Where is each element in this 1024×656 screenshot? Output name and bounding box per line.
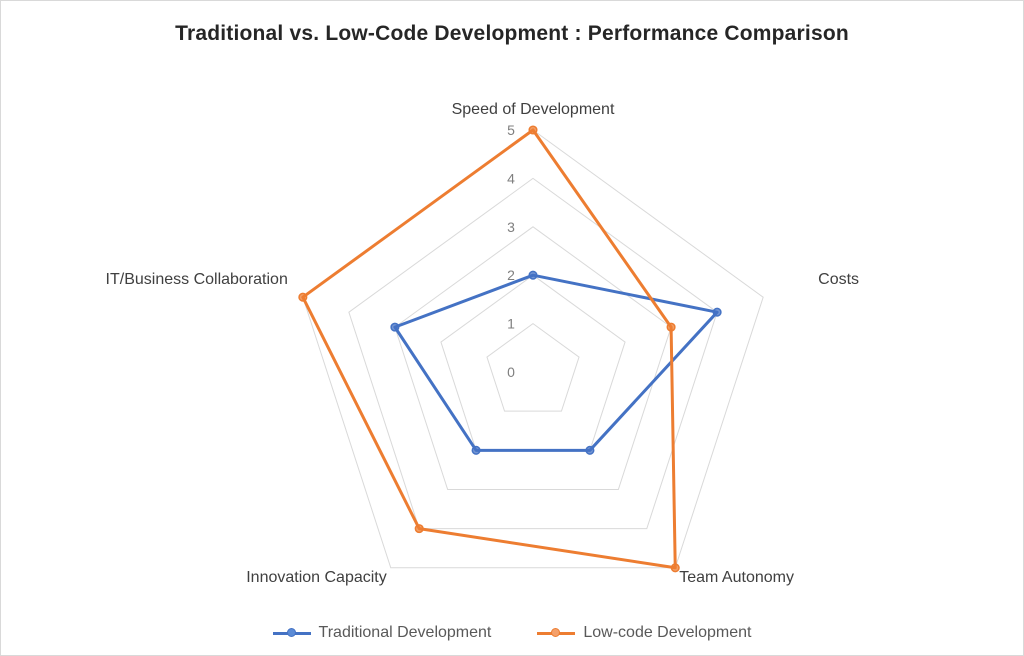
- chart-title: Traditional vs. Low-Code Development : P…: [175, 22, 849, 45]
- axis-label-speed-of-development: Speed of Development: [452, 101, 615, 118]
- radar-grid: [302, 129, 764, 569]
- grid-ring-4: [348, 177, 718, 530]
- chart-legend: Traditional Development Low-code Develop…: [0, 622, 1024, 644]
- radar-series: [298, 125, 722, 573]
- point-traditional-development-it-business-collaboration[interactable]: [390, 322, 400, 332]
- point-traditional-development-costs[interactable]: [712, 307, 722, 317]
- legend-swatch-low-code: [537, 626, 576, 640]
- grid-ring-5: [302, 129, 764, 569]
- legend-item-low-code[interactable]: Low-code Development: [537, 624, 751, 642]
- series-low-code-development: [298, 125, 680, 573]
- point-traditional-development-innovation-capacity[interactable]: [471, 445, 481, 455]
- legend-swatch-traditional: [272, 626, 311, 640]
- point-low-code-development-costs[interactable]: [666, 322, 676, 332]
- axis-label-it-business-collaboration: IT/Business Collaboration: [106, 271, 288, 288]
- radar-tick-labels: 0 1 2 3 4 5: [507, 122, 515, 380]
- tick-label-3: 3: [507, 219, 515, 235]
- legend-label-traditional: Traditional Development: [318, 624, 492, 641]
- point-low-code-development-speed-of-development[interactable]: [528, 125, 538, 135]
- axis-label-costs: Costs: [818, 271, 859, 288]
- tick-label-2: 2: [507, 267, 515, 283]
- legend-label-low-code: Low-code Development: [583, 624, 752, 641]
- tick-label-4: 4: [507, 170, 515, 186]
- tick-label-0: 0: [507, 364, 515, 380]
- legend-item-traditional[interactable]: Traditional Development: [272, 624, 492, 642]
- radar-axis-labels: Speed of Development Costs Team Autonomy In…: [106, 101, 860, 586]
- tick-label-5: 5: [507, 122, 515, 138]
- series-traditional-development: [390, 270, 722, 455]
- axis-label-innovation-capacity: Innovation Capacity: [246, 569, 387, 586]
- axis-label-team-autonomy: Team Autonomy: [679, 569, 794, 586]
- series-line-traditional-development: [393, 273, 719, 452]
- point-low-code-development-innovation-capacity[interactable]: [414, 524, 424, 534]
- tick-label-1: 1: [507, 316, 515, 332]
- point-low-code-development-it-business-collaboration[interactable]: [298, 292, 308, 302]
- grid-ring-2: [440, 274, 626, 451]
- series-line-low-code-development: [301, 128, 677, 570]
- grid-ring-3: [394, 226, 672, 490]
- point-traditional-development-team-autonomy[interactable]: [585, 445, 595, 455]
- grid-ring-1: [486, 322, 580, 412]
- point-traditional-development-speed-of-development[interactable]: [528, 270, 538, 280]
- point-low-code-development-team-autonomy[interactable]: [670, 563, 680, 573]
